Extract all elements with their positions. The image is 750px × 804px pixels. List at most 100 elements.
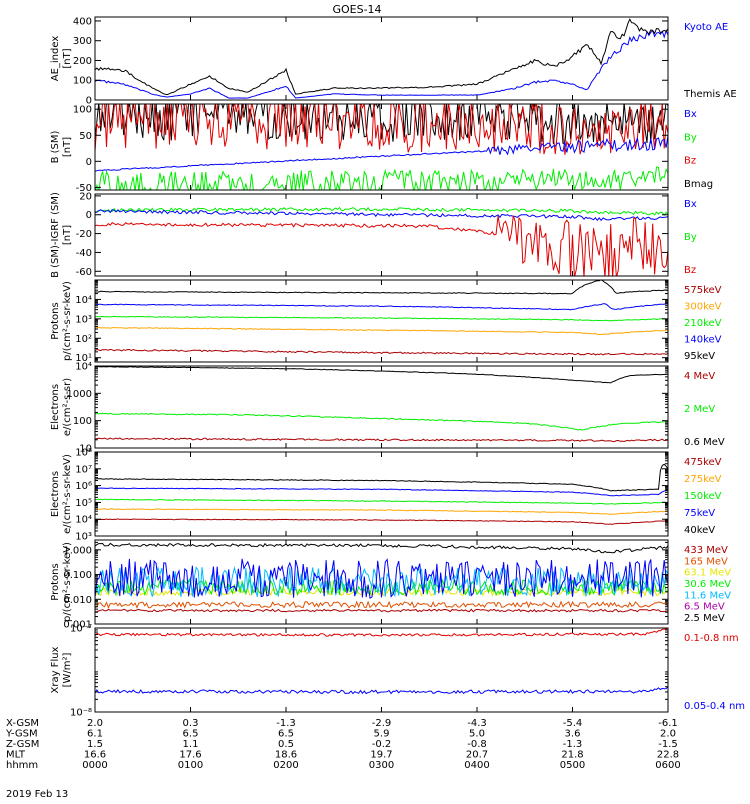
legend-entry: 0.05-0.4 nm	[684, 701, 745, 712]
series-line-150kev	[95, 498, 668, 505]
y-tick-label: 100	[73, 105, 92, 116]
y-tick-label: 0	[86, 96, 92, 107]
series-line-300kev	[95, 326, 668, 335]
x-axis-value: -2.9	[372, 718, 392, 729]
y-axis-label: Protons	[50, 563, 61, 600]
y-tick-label: 10¹	[75, 353, 92, 364]
x-axis-value: 5.0	[469, 729, 485, 740]
y-axis-label: Xray Flux	[50, 646, 61, 693]
x-axis-value: 0300	[369, 760, 394, 771]
date-label: 2019 Feb 13	[6, 789, 68, 800]
x-axis-value: 6.1	[87, 729, 103, 740]
legend-entry: 0.6 MeV	[684, 437, 725, 448]
x-axis-value: 20.7	[466, 750, 488, 761]
x-axis-value: -6.1	[658, 718, 678, 729]
x-axis-value: 0400	[464, 760, 489, 771]
panel-1: 0 100 200 300 400 AE_index [nT] Kyoto AE Themis …	[50, 16, 737, 106]
series-line-bz	[95, 215, 668, 276]
series-line-2-5-mev	[95, 542, 668, 554]
y-tick-label: 10	[79, 444, 92, 455]
y-tick-label: 10³	[75, 314, 92, 325]
legend-entry: 6.5 MeV	[684, 602, 725, 613]
y-tick-label: 0	[86, 157, 92, 168]
x-axis-value: -1.3	[563, 739, 583, 750]
series-line-0-05-0-4-nm	[95, 686, 668, 695]
x-axis-value: -4.3	[467, 718, 487, 729]
panel-8: 10⁻⁸ 10⁻⁷ Xray Flux [W/m²] 0.1-0.8 nm 0.05-0.…	[50, 624, 745, 719]
y-tick-label: 10³	[75, 532, 92, 543]
y-tick-label: 10⁻⁸	[70, 708, 92, 719]
y-axis-label: Electrons	[50, 384, 61, 430]
y-tick-label: 10⁵	[75, 498, 92, 509]
x-axis-value: 6.5	[278, 729, 294, 740]
y-axis-label: p/(cm²-s-sr-keV)	[62, 281, 73, 361]
y-tick-label: 10⁴	[75, 295, 92, 306]
x-axis-row-label: MLT	[6, 750, 26, 761]
x-axis-value: 2.0	[87, 718, 103, 729]
y-axis-label: [nT]	[62, 225, 73, 245]
series-line-575kev	[95, 348, 668, 356]
y-tick-label: 10⁴	[75, 515, 92, 526]
y-tick-label: 1.000	[63, 545, 92, 556]
panel-3: -60 -40 -20 0 20 B (SM)-IGRF (SM) [nT] Bx By Bz	[50, 191, 697, 278]
x-axis-value: 1.5	[87, 739, 103, 750]
y-tick-label: 0.001	[63, 620, 92, 631]
x-axis-value: 0000	[82, 760, 107, 771]
panel-2: -50 0 50 100 B (SM) [nT] Bx By Bz Bmag	[50, 103, 713, 194]
x-axis-value: -0.8	[467, 739, 487, 750]
x-axis-value: 0.3	[183, 718, 199, 729]
legend-entry: 210keV	[684, 318, 722, 329]
x-axis-value: 5.9	[374, 729, 390, 740]
y-tick-label: 300	[73, 36, 92, 47]
series-line-by	[95, 166, 668, 190]
panel-4: 10¹ 10² 10³ 10⁴ Protons p/(cm²-s-sr-keV) 575ke…	[50, 279, 722, 364]
legend-entry: 165 MeV	[684, 556, 728, 567]
x-axis-value: -1.5	[658, 739, 678, 750]
legend-entry: Bz	[684, 156, 696, 167]
series-line-bx	[95, 135, 668, 172]
series-line-4-mev	[95, 437, 668, 443]
series-line-2-mev	[95, 412, 668, 431]
y-tick-label: 0.100	[63, 570, 92, 581]
series-line-165-mev	[95, 600, 668, 610]
x-axis-value: 2.0	[660, 729, 676, 740]
legend-entry: Bx	[684, 109, 697, 120]
legend-entry: 40keV	[684, 525, 715, 536]
x-axis-value: -5.4	[563, 718, 583, 729]
series-line-bmag	[95, 104, 668, 145]
y-tick-label: 20	[79, 191, 92, 202]
x-axis-value: 16.6	[84, 750, 106, 761]
y-axis-label: p/(cm²-s-sr-keV)	[62, 542, 73, 622]
panel-5: 10 100 1000 10⁴ Electrons e/(cm²-s-sr) 4 MeV 2 …	[50, 362, 725, 455]
x-axis-value: 0200	[273, 760, 298, 771]
x-axis-value: -1.3	[276, 718, 296, 729]
legend-entry: Themis AE	[683, 89, 737, 100]
x-axis-value: 0600	[655, 760, 680, 771]
legend-entry: 63.1 MeV	[684, 568, 731, 579]
y-tick-label: 10²	[75, 334, 92, 345]
y-tick-label: 100	[73, 76, 92, 87]
y-tick-label: 10⁶	[75, 481, 92, 492]
x-axis-value: 3.6	[565, 729, 581, 740]
y-tick-label: 0	[86, 210, 92, 221]
legend-entry: Bx	[684, 199, 697, 210]
y-tick-label: 50	[79, 131, 92, 142]
y-tick-label: 200	[73, 56, 92, 67]
legend-entry: 2.5 MeV	[684, 613, 725, 624]
series-line-210kev	[95, 315, 668, 322]
panel-6: 10³ 10⁴ 10⁵ 10⁶ 10⁷ 10⁸ Electrons e/(cm²-s-sr-k…	[50, 448, 722, 543]
legend-entry: Kyoto AE	[684, 22, 728, 33]
y-tick-label: 10⁴	[75, 362, 92, 373]
x-axis-row-label: hhmm	[6, 760, 38, 771]
y-tick-label: 10⁷	[75, 464, 92, 475]
plot-title: GOES-14	[332, 3, 381, 16]
y-axis-label: B (SM)	[50, 130, 61, 163]
x-axis-value: 18.6	[275, 750, 297, 761]
y-axis-label: [nT]	[62, 137, 73, 157]
series-line-140kev	[95, 302, 668, 311]
x-axis-value: -0.2	[372, 739, 392, 750]
y-axis-label: [nT]	[62, 48, 73, 68]
y-tick-label: -40	[76, 248, 92, 259]
